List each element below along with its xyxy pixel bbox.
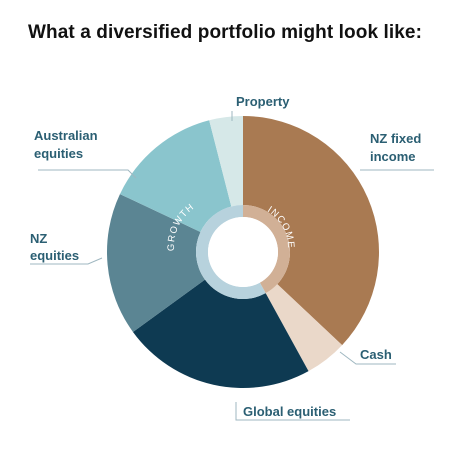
chart-title: What a diversified portfolio might look …	[27, 22, 423, 43]
slice-nz-equities	[107, 194, 205, 332]
slice-australian-equities	[119, 120, 232, 232]
label-global-equities: Global equities	[243, 404, 336, 419]
donut-hole	[208, 217, 278, 287]
slice-cash	[265, 284, 343, 372]
leader-line-global-equities	[235, 402, 350, 421]
label-property: Property	[236, 94, 290, 109]
leader-line-australian-equities	[38, 169, 137, 179]
slice-nz-fixed-income	[243, 116, 380, 346]
outer-slices	[107, 116, 380, 389]
label-nz-fixed-income: NZ fixed income	[370, 131, 425, 164]
label-cash: Cash	[360, 347, 392, 362]
label-australian-equities: Australian equities	[34, 128, 101, 161]
slice-property	[209, 116, 243, 207]
leader-line-nz-equities	[30, 257, 103, 265]
ring-segment-income	[243, 205, 290, 294]
slice-global-equities	[132, 279, 309, 389]
ring-segment-growth	[195, 205, 266, 299]
label-nz-equities: NZ equities	[30, 231, 79, 263]
inner-ring	[195, 205, 290, 299]
leader-lines	[30, 111, 434, 421]
leader-line-cash	[339, 351, 396, 365]
